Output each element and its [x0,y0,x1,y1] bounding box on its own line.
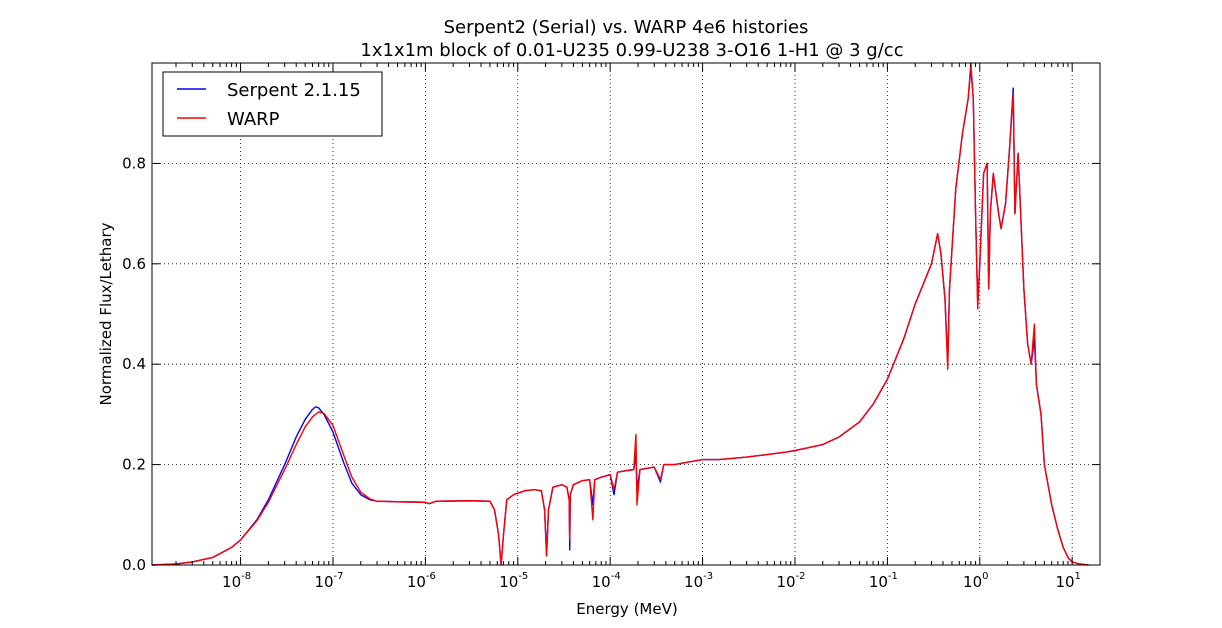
series-lines [151,62,1089,566]
x-tick-label: 10-8 [222,571,251,591]
series-line-1 [151,62,1089,566]
legend-label-0: Serpent 2.1.15 [227,80,361,101]
chart-title: Serpent2 (Serial) vs. WARP 4e6 histories [444,17,809,38]
x-tick-label: 10-2 [776,571,805,591]
y-tick-label: 0.8 [122,154,146,172]
x-tick-label: 10-4 [592,571,621,591]
y-tick-label: 0.0 [122,556,146,574]
plot-frame [151,62,1101,566]
x-tick-label: 10-3 [684,571,713,591]
legend-label-1: WARP [227,109,280,130]
y-tick-label: 0.2 [122,456,146,474]
y-axis-label: Normalized Flux/Lethary [97,222,115,405]
axes [151,62,1101,566]
x-tick-label: 10-1 [869,571,898,591]
y-tick-label: 0.4 [122,355,146,373]
x-tick-label: 101 [1055,571,1080,591]
legend: Serpent 2.1.15 WARP [162,71,383,137]
x-tick-label: 10-5 [499,571,528,591]
legend-box [162,71,383,137]
x-tick-label: 10-7 [314,571,343,591]
ticks: 10-8 10-7 10-6 10-5 10-4 10-3 10-2 10-1 100 101 0.… [122,63,1100,591]
y-tick-label: 0.6 [122,255,146,273]
chart-subtitle: 1x1x1m block of 0.01-U235 0.99-U238 3-O1… [360,40,903,61]
x-axis-label: Energy (MeV) [576,600,677,618]
x-tick-label: 10-6 [407,571,436,591]
x-tick-label: 100 [963,571,988,591]
